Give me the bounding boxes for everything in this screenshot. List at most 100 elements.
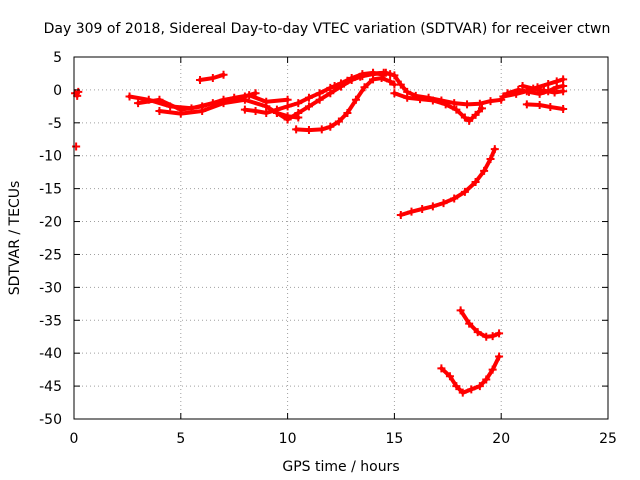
series-s13 [456,306,504,341]
data-point [488,332,497,341]
data-point [452,105,461,114]
data-point [134,99,143,108]
data-point [390,89,399,98]
data-point [381,68,390,77]
data-point [377,74,386,83]
data-point [294,108,303,117]
data-point [477,104,486,113]
data-point [125,92,134,101]
data-point [465,319,474,328]
series-s18 [518,81,568,97]
data-point [467,385,476,394]
data-point [283,115,292,124]
data-point [445,372,454,381]
data-point [441,100,450,109]
axes: 0 5 10 15 20 25 5 0 -5 -10 -15 -20 -25 -30 -35 -40 -45 -5… [39,50,617,447]
series-s16 [503,81,568,98]
data-point [482,375,491,384]
data-point [503,89,512,98]
data-point [456,306,465,315]
data-point [495,329,504,338]
plot-frame [73,56,609,420]
data-point [465,116,474,125]
data-point [72,142,81,151]
data-point [315,95,324,104]
y-tick-label: -15 [39,182,62,198]
data-point [292,125,301,134]
data-point [450,194,459,203]
data-point [74,87,83,96]
data-point [471,178,480,187]
series-s6 [196,70,228,85]
data-point [240,105,249,114]
data-point [219,70,228,79]
data-point [272,108,281,117]
data-point [317,125,326,134]
data-point [356,72,365,81]
series-line [392,91,484,123]
data-point [251,106,260,115]
series-s2 [72,142,81,151]
series-s1 [71,87,83,100]
y-tick-label: -40 [39,346,62,362]
x-tick-label: 0 [70,431,79,447]
data-point [460,187,469,196]
data-point [522,100,531,109]
y-tick-label: -20 [39,215,62,231]
series-s14 [437,352,504,397]
data-point [396,210,405,219]
data-point [486,97,495,106]
x-axis-label: GPS time / hours [282,459,399,475]
data-point [369,70,378,79]
series-line [332,70,504,107]
data-point [326,89,335,98]
data-point [488,365,497,374]
data-point [518,81,527,90]
x-tick-label: 10 [279,431,297,447]
data-point [343,76,352,85]
data-point [559,104,568,113]
y-axis-label: SDTVAR / TECUs [7,181,23,296]
data-point [343,108,352,117]
data-point [176,109,185,118]
data-point [208,74,217,83]
data-point [196,76,205,85]
data-point [475,382,484,391]
data-point [386,77,395,86]
data-point [499,92,508,101]
data-point [463,100,472,109]
data-point [490,145,499,154]
x-tick-label: 15 [385,431,403,447]
y-tick-label: -10 [39,149,62,165]
data-point [450,99,459,108]
data-point [262,102,271,111]
data-point [390,71,399,80]
series-s17 [522,100,568,113]
y-tick-label: 0 [53,83,62,99]
data-point [304,102,313,111]
data-point [475,99,484,108]
data-point [439,199,448,208]
data-point [155,106,164,115]
y-tick-label: -45 [39,379,62,395]
data-point [480,166,489,175]
data-point [559,87,568,96]
grid [74,57,608,419]
data-point [240,95,249,104]
series-line [524,102,566,111]
data-point [403,93,412,102]
data-point [304,126,313,135]
data-point [251,89,260,98]
y-tick-label: -35 [39,313,62,329]
data-point [535,101,544,110]
data-point [330,81,339,90]
data-point [219,99,228,108]
chart-title: Day 309 of 2018, Sidereal Day-to-day VTE… [44,21,611,37]
data-point [326,122,335,131]
data-point [407,207,416,216]
data-point [452,382,461,391]
y-tick-label: -30 [39,280,62,296]
data-point [546,103,555,112]
data-point [428,202,437,211]
series-s8 [262,68,395,124]
